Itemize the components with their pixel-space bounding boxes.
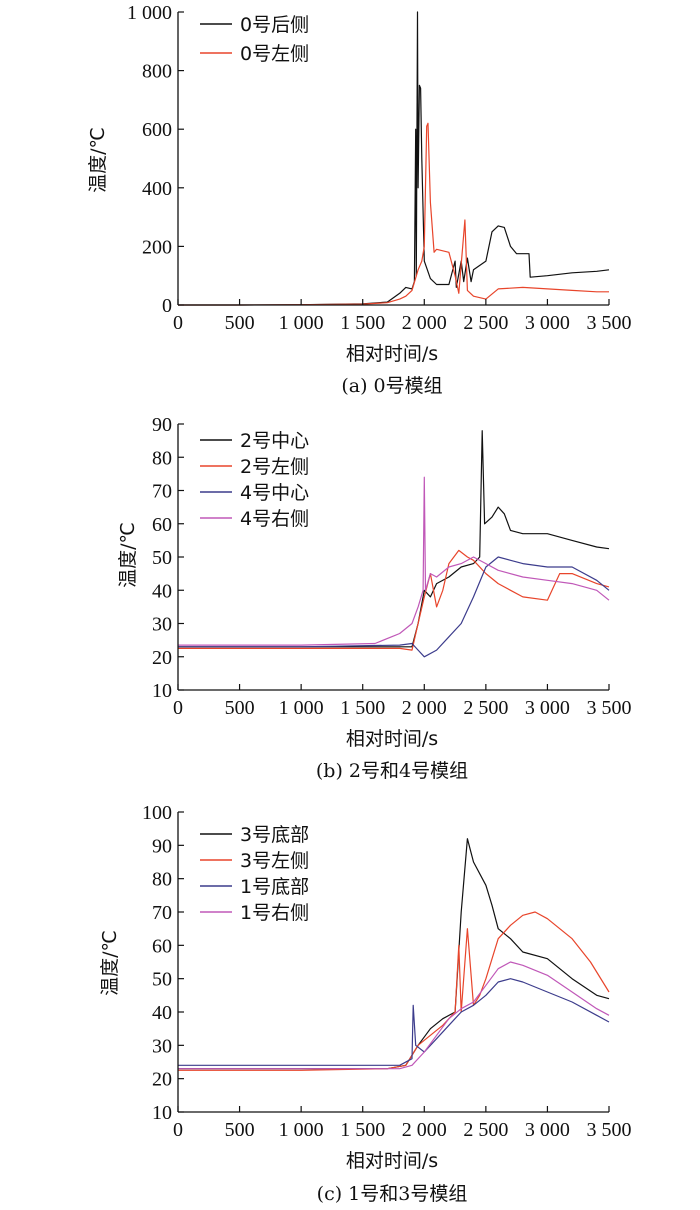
- series-line-1: [178, 838, 610, 1070]
- y-tick-label: 1 000: [127, 2, 172, 24]
- x-tick-label: 1 500: [340, 312, 385, 334]
- y-tick-label: 60: [152, 514, 172, 536]
- legend-label: 0号左侧: [240, 43, 309, 65]
- legend-label: 0号后侧: [240, 14, 309, 36]
- series-line-3: [178, 978, 610, 1066]
- chart-panel-c: 0 500 1 000 1 500 2 000 2 500 3 000 3 500 10 20 30…: [99, 802, 632, 1205]
- x-tick-label: 0: [173, 312, 183, 334]
- x-axis-label: 相对时间/s: [346, 728, 438, 750]
- legend: 3号底部 3号左侧 1号底部 1号右侧: [200, 824, 309, 924]
- x-tick-label: 500: [225, 312, 255, 334]
- x-tick-label: 3 500: [587, 1119, 632, 1141]
- legend: 2号中心 2号左侧 4号中心 4号右侧: [200, 430, 309, 530]
- series-line-2: [178, 122, 609, 306]
- x-tick-label: 2 500: [463, 697, 508, 719]
- series-line-2: [178, 549, 610, 651]
- series-line-3: [178, 556, 610, 658]
- x-tick-label: 1 000: [279, 1119, 324, 1141]
- series-layer: [178, 838, 610, 1071]
- x-tick-label: 2 000: [402, 697, 447, 719]
- y-tick-label: 90: [152, 414, 172, 436]
- x-tick-label: 0: [173, 697, 183, 719]
- y-tick-label: 100: [142, 802, 172, 824]
- y-tick-label: 20: [152, 1069, 172, 1091]
- chart-panel-a: 0 500 1 000 1 500 2 000 2 500 3 000 3 500 0 200 40…: [87, 2, 632, 397]
- y-axis-label: 温度/℃: [99, 930, 121, 996]
- legend-label: 4号中心: [240, 482, 309, 504]
- series-line-1: [178, 11, 610, 306]
- y-tick-label: 80: [152, 869, 172, 891]
- ticks-layer: 0 500 1 000 1 500 2 000 2 500 3 000 3 500 10 20 30…: [152, 414, 632, 719]
- series-line-4: [178, 961, 610, 1070]
- y-tick-label: 70: [152, 481, 172, 503]
- x-tick-label: 2 500: [463, 1119, 508, 1141]
- y-tick-label: 50: [152, 547, 172, 569]
- x-tick-label: 3 000: [525, 312, 570, 334]
- chart-panel-b: 0 500 1 000 1 500 2 000 2 500 3 000 3 500 10 20 30…: [117, 414, 632, 782]
- ticks-layer: 0 500 1 000 1 500 2 000 2 500 3 000 3 500 0 200 40…: [127, 2, 632, 334]
- y-tick-label: 70: [152, 902, 172, 924]
- y-tick-label: 10: [152, 1102, 172, 1124]
- panel-caption: (b) 2号和4号模组: [316, 760, 468, 782]
- y-tick-label: 20: [152, 647, 172, 669]
- series-layer: [178, 11, 610, 306]
- x-tick-label: 3 500: [587, 697, 632, 719]
- legend-label: 2号中心: [240, 430, 309, 452]
- y-tick-label: 50: [152, 969, 172, 991]
- y-tick-label: 80: [152, 447, 172, 469]
- y-axis-label: 温度/℃: [117, 522, 139, 588]
- x-tick-label: 500: [225, 1119, 255, 1141]
- x-tick-label: 2 000: [402, 1119, 447, 1141]
- y-tick-label: 800: [142, 61, 172, 83]
- legend: 0号后侧 0号左侧: [200, 14, 309, 65]
- x-axis-label: 相对时间/s: [346, 343, 438, 365]
- x-tick-label: 2 000: [402, 312, 447, 334]
- x-tick-label: 1 500: [340, 1119, 385, 1141]
- y-tick-label: 60: [152, 935, 172, 957]
- legend-label: 2号左侧: [240, 456, 309, 478]
- y-tick-label: 90: [152, 835, 172, 857]
- y-tick-label: 10: [152, 680, 172, 702]
- panel-caption: (a) 0号模组: [341, 375, 442, 397]
- x-tick-label: 2 500: [463, 312, 508, 334]
- x-tick-label: 3 500: [587, 312, 632, 334]
- x-tick-label: 3 000: [525, 697, 570, 719]
- x-tick-label: 1 000: [279, 312, 324, 334]
- panel-caption: (c) 1号和3号模组: [317, 1183, 468, 1205]
- y-tick-label: 200: [142, 236, 172, 258]
- x-tick-label: 500: [225, 697, 255, 719]
- legend-label: 4号右侧: [240, 508, 309, 530]
- y-tick-label: 400: [142, 178, 172, 200]
- x-tick-label: 3 000: [525, 1119, 570, 1141]
- legend-label: 3号底部: [240, 824, 309, 846]
- y-tick-label: 30: [152, 614, 172, 636]
- y-tick-label: 40: [152, 580, 172, 602]
- series-line-4: [178, 476, 610, 646]
- axes-layer: [177, 812, 609, 1113]
- y-axis-label: 温度/℃: [87, 127, 109, 193]
- x-tick-label: 1 000: [279, 697, 324, 719]
- y-tick-label: 40: [152, 1002, 172, 1024]
- y-tick-label: 0: [162, 295, 172, 317]
- legend-label: 1号底部: [240, 876, 309, 898]
- x-axis-label: 相对时间/s: [346, 1150, 438, 1172]
- series-layer: [178, 430, 610, 658]
- ticks-layer: 0 500 1 000 1 500 2 000 2 500 3 000 3 500 10 20 30…: [142, 802, 632, 1141]
- legend-label: 3号左侧: [240, 850, 309, 872]
- y-tick-label: 600: [142, 119, 172, 141]
- legend-label: 1号右侧: [240, 902, 309, 924]
- y-tick-label: 30: [152, 1035, 172, 1057]
- x-tick-label: 0: [173, 1119, 183, 1141]
- x-tick-label: 1 500: [340, 697, 385, 719]
- axes-layer: [177, 12, 609, 306]
